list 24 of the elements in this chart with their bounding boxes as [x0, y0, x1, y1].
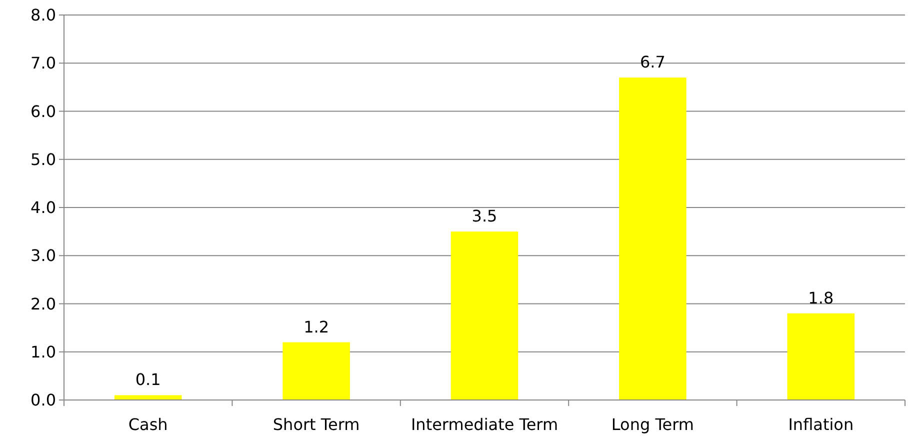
bar — [114, 395, 182, 400]
text: 2.0 — [30, 294, 56, 314]
text: 6.0 — [30, 102, 56, 121]
text: 8.0 — [30, 6, 56, 25]
data-label: 1.8 — [808, 288, 834, 308]
data-label: 3.5 — [472, 206, 498, 226]
bar — [282, 342, 350, 400]
data-label: 6.7 — [640, 52, 666, 72]
x-tick-label: Inflation — [788, 415, 854, 434]
data-label: 0.1 — [135, 370, 161, 390]
data-label: 1.2 — [304, 317, 330, 336]
x-tick-label: Long Term — [611, 415, 694, 434]
x-tick-label: Intermediate Term — [410, 415, 558, 434]
text: 3.0 — [30, 246, 56, 266]
x-tick-label: Cash — [128, 415, 168, 434]
bar — [787, 313, 855, 400]
x-tick-label: Short Term — [272, 415, 360, 434]
text: 0.0 — [30, 390, 56, 410]
text: 7.0 — [30, 54, 56, 73]
bar — [450, 232, 518, 400]
text: 1.0 — [30, 342, 56, 362]
bar — [619, 78, 686, 400]
text: 4.0 — [30, 198, 56, 218]
text: 5.0 — [30, 150, 56, 169]
